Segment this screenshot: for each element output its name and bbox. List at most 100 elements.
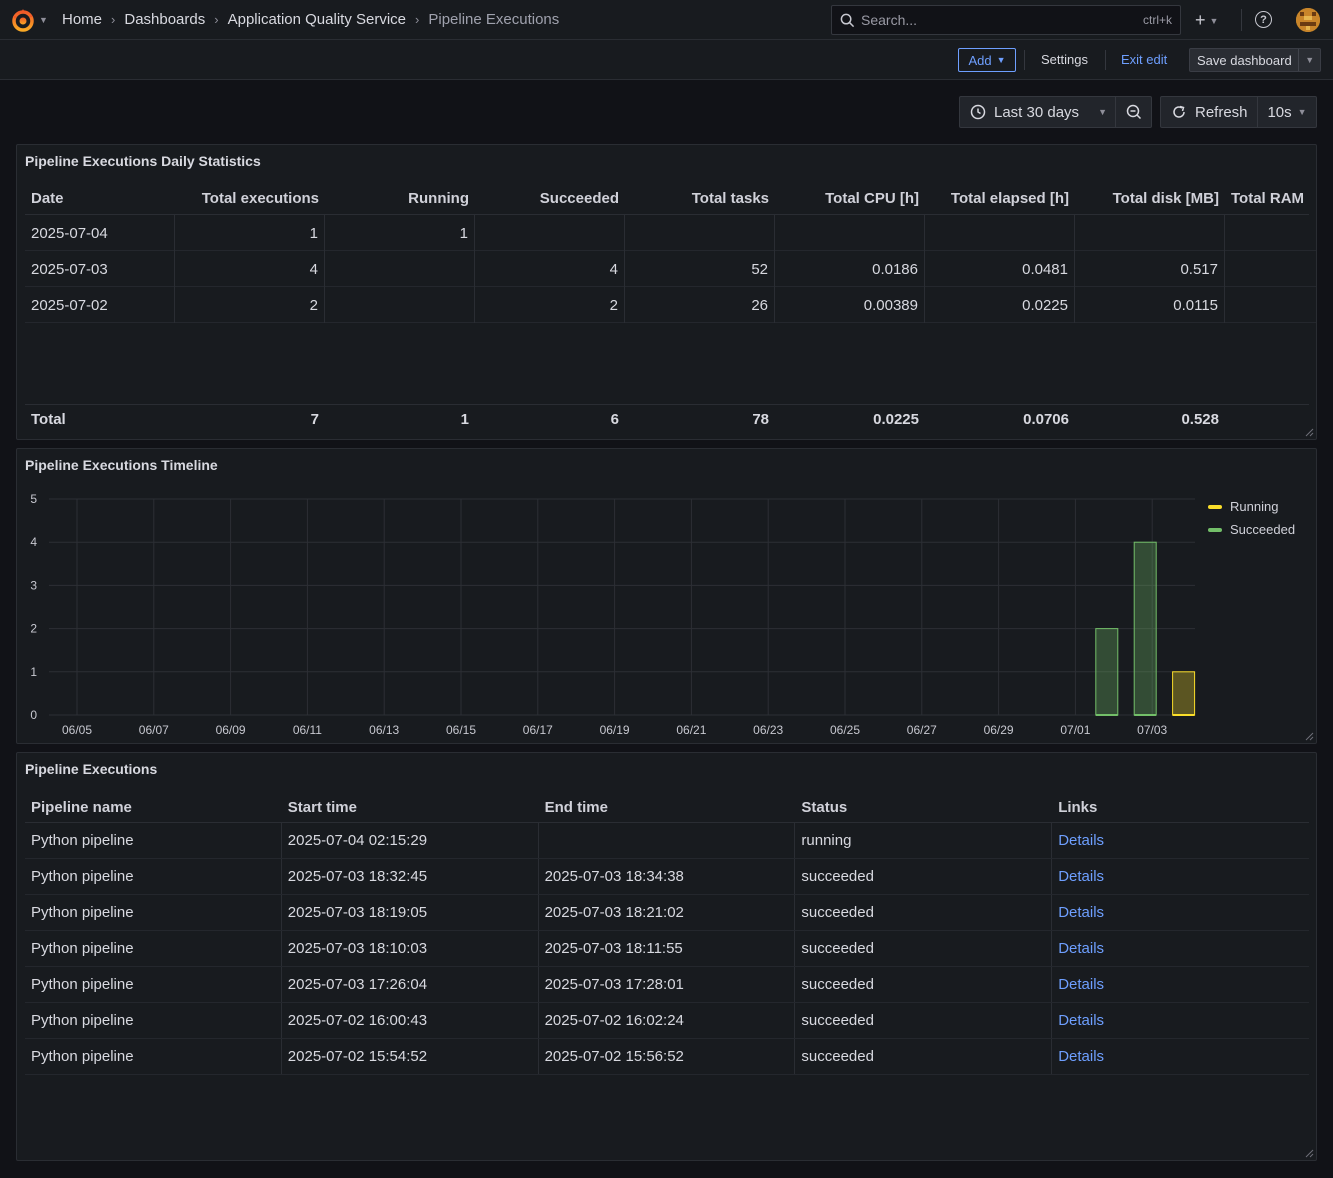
chevron-right-icon: ›: [111, 12, 116, 27]
column-header[interactable]: Start time: [287, 798, 357, 816]
table-cell: [475, 215, 625, 251]
settings-button[interactable]: Settings: [1041, 52, 1088, 67]
breadcrumb-dashboards[interactable]: Dashboards: [124, 11, 206, 28]
table-cell: succeeded: [795, 1003, 1053, 1038]
column-header[interactable]: End time: [544, 798, 608, 816]
table-cell: 1: [175, 215, 325, 251]
add-button-label: Add: [968, 52, 992, 68]
grafana-logo-icon: [12, 9, 34, 32]
column-header[interactable]: Total disk [MB]: [1112, 189, 1219, 207]
table-cell: Python pipeline: [25, 1039, 282, 1074]
column-header[interactable]: Total tasks: [691, 189, 769, 207]
details-link[interactable]: Details: [1058, 904, 1105, 921]
table-row: 2025-07-04 1 1: [25, 215, 1316, 251]
x-tick-label: 06/21: [676, 723, 706, 737]
x-tick-label: 06/19: [600, 723, 630, 737]
avatar[interactable]: [1296, 8, 1320, 32]
avatar-icon: [1296, 8, 1320, 32]
column-header[interactable]: Date: [31, 189, 64, 207]
table-cell: 4: [175, 251, 325, 287]
breadcrumb-current: Pipeline Executions: [428, 11, 560, 28]
grafana-menu-button[interactable]: ▼: [10, 7, 48, 33]
panel-title[interactable]: Pipeline Executions Timeline: [25, 457, 218, 473]
resize-handle-icon[interactable]: [1304, 731, 1314, 741]
zoom-out-button[interactable]: [1116, 104, 1151, 120]
details-link[interactable]: Details: [1058, 868, 1105, 885]
search-placeholder: Search...: [861, 12, 918, 28]
footer-cell: 78: [752, 410, 769, 428]
time-range-label: Last 30 days: [994, 103, 1080, 121]
table-cell: 52: [625, 251, 775, 287]
table-cell: 0.0225: [925, 287, 1075, 323]
table-cell: Python pipeline: [25, 895, 282, 930]
table-cell: 0.0115: [1075, 287, 1225, 323]
table-cell: 2025-07-02 15:54:52: [282, 1039, 539, 1074]
panel-title[interactable]: Pipeline Executions: [25, 761, 158, 777]
table-body: Python pipeline 2025-07-04 02:15:29 runnin…: [25, 823, 1309, 1075]
add-button[interactable]: Add ▼: [958, 48, 1016, 72]
table-cell: 0.517: [1075, 251, 1225, 287]
refresh-interval-dropdown[interactable]: 10s ▼: [1258, 104, 1316, 121]
x-tick-label: 06/11: [293, 723, 322, 737]
timeline-chart[interactable]: 0 1 2 3 4 5 06/05 06/07 06/09 06/11 06/13 06/15 06/1…: [17, 479, 1207, 744]
table-cell: [925, 215, 1075, 251]
resize-handle-icon[interactable]: [1304, 1148, 1314, 1158]
time-range-button[interactable]: Last 30 days ▼: [960, 97, 1116, 127]
save-options-dropdown[interactable]: ▼: [1298, 49, 1320, 71]
details-link[interactable]: Details: [1058, 1012, 1105, 1029]
y-tick-label: 0: [30, 708, 37, 722]
details-link[interactable]: Details: [1058, 940, 1105, 957]
y-tick-label: 1: [30, 665, 37, 679]
column-header[interactable]: Succeeded: [539, 189, 619, 207]
legend-item-running[interactable]: Running: [1208, 495, 1295, 518]
save-dashboard-button[interactable]: Save dashboard ▼: [1189, 48, 1321, 72]
chevron-down-icon: ▼: [1098, 107, 1107, 117]
table-cell: succeeded: [795, 895, 1053, 930]
legend-label: Running: [1230, 499, 1279, 514]
column-header[interactable]: Total elapsed [h]: [950, 189, 1069, 207]
breadcrumb-folder[interactable]: Application Quality Service: [227, 11, 407, 28]
table-cell: 2025-07-03 18:34:38: [539, 859, 796, 894]
column-header[interactable]: Pipeline name: [31, 798, 132, 816]
footer-cell: 0.0225: [873, 410, 919, 428]
legend-swatch: [1208, 527, 1222, 532]
exit-edit-button[interactable]: Exit edit: [1121, 52, 1168, 67]
search-shortcut: ctrl+k: [1142, 13, 1172, 27]
details-link[interactable]: Details: [1058, 976, 1105, 993]
footer-cell: 1: [460, 410, 469, 428]
column-header[interactable]: Links: [1058, 798, 1098, 816]
refresh-button[interactable]: Refresh: [1161, 97, 1258, 127]
new-menu-button[interactable]: + ▼: [1195, 10, 1218, 31]
plus-icon: +: [1195, 10, 1206, 30]
time-range-picker[interactable]: Last 30 days ▼: [959, 96, 1152, 128]
table-cell: Python pipeline: [25, 823, 282, 858]
search-input[interactable]: Search... ctrl+k: [831, 5, 1181, 35]
panel-title[interactable]: Pipeline Executions Daily Statistics: [25, 153, 261, 169]
footer-cell: 0.0706: [1023, 410, 1069, 428]
column-header[interactable]: Total executions: [201, 189, 319, 207]
bar-succeeded: [1095, 628, 1119, 716]
table-cell: 2025-07-04: [25, 215, 175, 251]
table-row: Python pipeline 2025-07-04 02:15:29 runnin…: [25, 823, 1309, 859]
legend-item-succeeded[interactable]: Succeeded: [1208, 518, 1295, 541]
refresh-icon: [1173, 105, 1185, 118]
details-link[interactable]: Details: [1058, 832, 1105, 849]
breadcrumb-home[interactable]: Home: [62, 11, 103, 28]
table-cell: 2: [475, 287, 625, 323]
help-icon[interactable]: ?: [1255, 11, 1272, 28]
y-tick-label: 2: [30, 622, 37, 636]
details-link[interactable]: Details: [1058, 1048, 1105, 1065]
breadcrumb: Home › Dashboards › Application Quality …: [62, 11, 559, 28]
column-header[interactable]: Total RAM: [1231, 189, 1305, 207]
table-cell: 2025-07-03 18:32:45: [282, 859, 539, 894]
table-cell: [325, 251, 475, 287]
table-cell: 2025-07-03 18:10:03: [282, 931, 539, 966]
resize-handle-icon[interactable]: [1304, 427, 1314, 437]
column-header[interactable]: Running: [408, 189, 469, 207]
table-cell: 2025-07-04 02:15:29: [282, 823, 539, 858]
column-header[interactable]: Status: [801, 798, 848, 816]
bar-running: [1172, 671, 1196, 716]
column-header[interactable]: Total CPU [h]: [825, 189, 919, 207]
divider: [25, 214, 1309, 215]
dashboard-edit-toolbar: [0, 40, 1333, 80]
